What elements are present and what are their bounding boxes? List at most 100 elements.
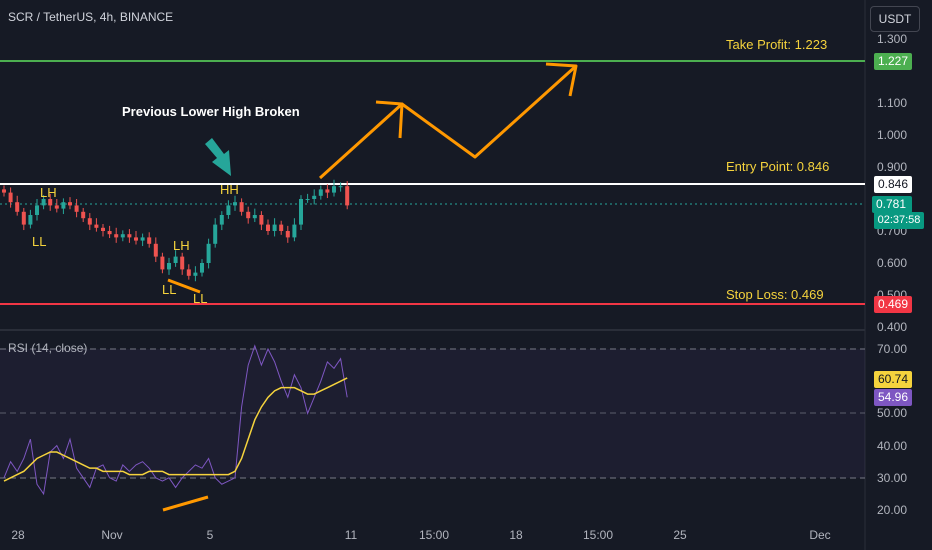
price-tick: 1.100 [877, 96, 907, 110]
time-tick: 25 [673, 528, 687, 542]
time-tick: 18 [509, 528, 523, 542]
candle-body [332, 186, 336, 193]
current-price-badge: 0.781 [872, 196, 912, 213]
candle-body [200, 263, 204, 273]
annotation-take-profit: Take Profit: 1.223 [726, 37, 827, 52]
rsi-tick: 70.00 [877, 342, 907, 356]
projection-arrowhead-2 [545, 62, 578, 97]
take-profit-badge: 1.227 [874, 53, 912, 70]
rsi-value-badge: 54.96 [874, 389, 912, 406]
teal-down-arrow [205, 138, 231, 176]
candle-body [15, 202, 20, 212]
time-tick: Dec [809, 528, 830, 542]
rsi-ma-badge: 60.74 [874, 371, 912, 388]
structure-label-ll-1: LL [32, 234, 46, 249]
candle-body [68, 202, 72, 206]
annotation-stop-loss: Stop Loss: 0.469 [726, 287, 824, 302]
candle-body [101, 227, 105, 231]
annotation-lower-high-broken: Previous Lower High Broken [122, 104, 300, 119]
candle-body [219, 215, 224, 225]
candle-body [259, 215, 264, 225]
candle-body [94, 224, 99, 228]
candle-body [186, 269, 191, 276]
time-tick: 15:00 [419, 528, 449, 542]
projection-arrow [318, 64, 578, 180]
price-tick: 0.900 [877, 160, 907, 174]
rsi-lines [3, 344, 348, 496]
candle-body [345, 186, 350, 206]
candle-body [54, 205, 59, 209]
price-tick: 0.600 [877, 256, 907, 270]
candle-body [285, 231, 290, 238]
price-lower-low-line [167, 278, 201, 294]
structure-label-lh-1: LH [40, 185, 57, 200]
price-tick: 1.300 [877, 32, 907, 46]
candle-body [312, 195, 317, 199]
time-tick: 11 [345, 528, 358, 542]
rsi-tick: 20.00 [877, 503, 907, 517]
candle-body [160, 256, 165, 270]
candle-body [41, 199, 46, 206]
structure-label-ll-2: LL [162, 282, 176, 297]
candle-body [292, 224, 297, 238]
structure-label-lh-2: LH [173, 238, 190, 253]
entry-badge: 0.846 [874, 176, 912, 193]
candle-body [272, 224, 277, 231]
candle-body [246, 211, 251, 219]
candle-body [153, 243, 158, 257]
candle-body [48, 199, 53, 206]
candle-body [120, 234, 125, 238]
candle-body [74, 205, 79, 212]
currency-button[interactable]: USDT [870, 6, 920, 32]
candle-body [134, 237, 138, 241]
candle-body [325, 189, 330, 193]
candle-body [252, 215, 257, 219]
candle-body [167, 263, 171, 270]
candle-body [180, 256, 185, 270]
candle-body [21, 211, 26, 225]
time-tick: 5 [207, 528, 214, 542]
price-candles [2, 179, 350, 282]
candle-body [338, 186, 343, 188]
candle-body [8, 192, 13, 203]
rsi-tick: 50.00 [877, 406, 907, 420]
candle-body [87, 218, 92, 225]
price-tick: 1.000 [877, 128, 907, 142]
candle-body [140, 237, 145, 241]
candle-body [173, 256, 178, 263]
candle-body [305, 199, 310, 200]
candle-body [147, 237, 152, 244]
rsi-ma-line [3, 377, 348, 482]
candle-body [81, 211, 86, 219]
structure-label-hh: HH [220, 182, 239, 197]
rsi-tick: 30.00 [877, 471, 907, 485]
candle-body [318, 189, 323, 196]
rsi-legend-label[interactable]: RSI (14, close) [8, 341, 88, 355]
price-tick: 0.400 [877, 320, 907, 334]
candle-body [299, 199, 303, 225]
candle-body [114, 234, 119, 238]
candle-body [107, 231, 112, 235]
candle-body [193, 272, 198, 276]
candle-body [226, 205, 231, 215]
candle-body [127, 234, 132, 238]
candle-body [213, 224, 218, 244]
rsi-lower-low-line [162, 495, 209, 512]
time-tick: 15:00 [583, 528, 613, 542]
candle-body [206, 243, 211, 263]
candle-body [61, 202, 66, 209]
candle-body [2, 189, 6, 193]
annotation-entry: Entry Point: 0.846 [726, 159, 829, 174]
candle-body [279, 224, 284, 231]
time-tick: 28 [11, 528, 25, 542]
symbol-title[interactable]: SCR / TetherUS, 4h, BINANCE [8, 10, 174, 24]
time-tick: Nov [101, 528, 122, 542]
rsi-tick: 40.00 [877, 439, 907, 453]
candle-body [233, 202, 237, 206]
stop-loss-badge: 0.469 [874, 296, 912, 313]
candle-body [35, 205, 39, 215]
candle-body [239, 202, 244, 212]
candle-body [266, 224, 270, 231]
projection-arrowhead-1 [375, 100, 404, 139]
